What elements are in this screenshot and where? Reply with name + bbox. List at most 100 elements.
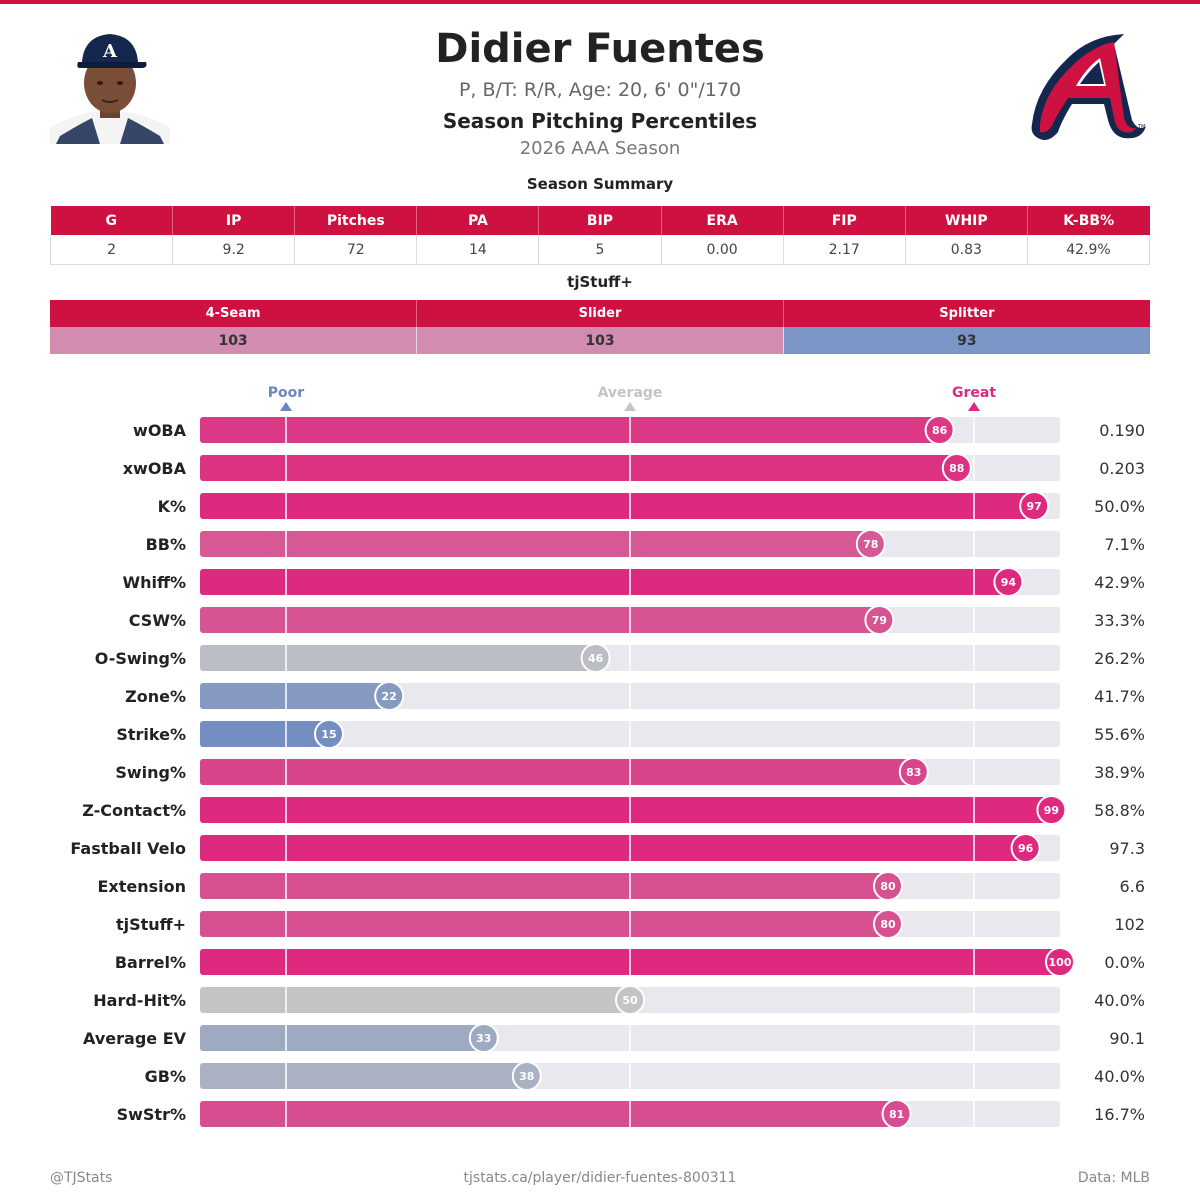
percentile-marker <box>855 529 886 559</box>
legend-average-marker <box>624 402 636 411</box>
stat-value: 40.0% <box>1094 1067 1145 1086</box>
legend-poor-label: Poor <box>268 385 304 401</box>
summary-value-cell: 0.00 <box>661 235 784 265</box>
percentile-value: 46 <box>588 652 604 665</box>
tjstuff-value-row: 103 103 93 <box>50 327 1150 354</box>
tjstuff-table: 4-Seam Slider Splitter 103 103 93 <box>50 300 1150 354</box>
tjstuff-pitch-value: 103 <box>50 327 418 354</box>
percentile-value: 50 <box>622 994 638 1007</box>
tjstuff-pitch-value: 103 <box>416 327 784 354</box>
percentile-bar <box>200 1063 527 1089</box>
summary-header-cell: IP <box>172 206 296 235</box>
percentile-marker <box>580 643 611 673</box>
legend-great-label: Great <box>952 385 996 401</box>
metric-label: K% <box>158 497 186 516</box>
percentile-marker <box>873 909 903 939</box>
stat-value: 50.0% <box>1094 497 1145 516</box>
summary-value-cell: 5 <box>538 235 662 265</box>
stat-value: 0.190 <box>1099 421 1145 440</box>
metric-label: Strike% <box>116 725 186 744</box>
metric-label: GB% <box>145 1067 186 1086</box>
summary-value-cell: 2.17 <box>783 235 906 265</box>
percentile-value: 38 <box>519 1070 534 1083</box>
summary-header-cell: ERA <box>661 206 784 235</box>
stat-value: 0.0% <box>1104 953 1145 972</box>
percentile-bar <box>200 569 1009 595</box>
metric-label: wOBA <box>133 421 187 440</box>
percentile-value: 100 <box>1049 956 1072 969</box>
percentile-value: 94 <box>1001 576 1017 589</box>
percentile-bar <box>200 645 596 671</box>
stat-value: 6.6 <box>1120 877 1145 896</box>
metric-label: Z-Contact% <box>82 801 186 820</box>
summary-header-cell: BIP <box>538 206 662 235</box>
svg-text:A: A <box>102 41 118 62</box>
report-subtitle: Season Pitching Percentiles <box>442 109 758 133</box>
player-name: Didier Fuentes <box>435 26 765 72</box>
percentile-bar <box>200 835 1026 861</box>
percentile-bar <box>200 417 940 443</box>
summary-value-cell: 72 <box>294 235 418 265</box>
metric-label: Hard-Hit% <box>93 991 186 1010</box>
footer-handle: @TJStats <box>50 1170 113 1186</box>
team-logo-image: TM <box>1031 34 1146 140</box>
metric-label: CSW% <box>129 611 186 630</box>
percentile-marker <box>1045 947 1075 977</box>
percentile-marker <box>468 1023 499 1053</box>
percentile-value: 81 <box>889 1108 904 1121</box>
percentile-value: 88 <box>949 462 964 475</box>
percentile-bar <box>200 683 390 709</box>
percentile-marker <box>873 871 903 901</box>
summary-header-cell: FIP <box>783 206 906 235</box>
legend-poor-marker <box>280 402 292 411</box>
summary-header-row: G IP Pitches PA BIP ERA FIP WHIP K-BB% <box>50 206 1150 235</box>
stat-value: 55.6% <box>1094 725 1145 744</box>
percentile-value: 96 <box>1018 842 1034 855</box>
percentile-marker <box>511 1061 542 1091</box>
stat-value: 33.3% <box>1094 611 1145 630</box>
percentile-bar <box>200 721 329 747</box>
percentile-value: 33 <box>476 1032 491 1045</box>
footer-source: Data: MLB <box>1077 1170 1150 1186</box>
svg-text:TM: TM <box>1137 124 1145 130</box>
percentile-bar <box>200 455 957 481</box>
percentile-value: 80 <box>880 880 896 893</box>
summary-header-cell: K-BB% <box>1027 206 1150 235</box>
metric-label: BB% <box>146 535 186 554</box>
percentile-bar <box>200 987 630 1013</box>
metric-label: Zone% <box>125 687 186 706</box>
percentile-value: 86 <box>932 424 948 437</box>
percentile-marker <box>864 605 895 635</box>
stat-value: 102 <box>1114 915 1145 934</box>
percentile-marker <box>314 719 344 749</box>
percentile-bar <box>200 797 1052 823</box>
percentile-marker <box>374 681 405 711</box>
tjstuff-pitch-name: Slider <box>416 300 784 327</box>
percentile-value: 15 <box>321 728 336 741</box>
metric-label: Average EV <box>83 1029 187 1048</box>
metric-label: Whiff% <box>122 573 186 592</box>
stat-value: 97.3 <box>1109 839 1145 858</box>
tjstuff-pitch-name: Splitter <box>783 300 1150 327</box>
stat-value: 42.9% <box>1094 573 1145 592</box>
percentile-bar <box>200 911 888 937</box>
percentile-bar <box>200 1025 484 1051</box>
percentile-bar <box>200 873 888 899</box>
percentile-marker <box>615 985 645 1015</box>
tjstuff-pitch-value: 93 <box>783 327 1150 354</box>
percentile-bar <box>200 759 914 785</box>
summary-value-cell: 2 <box>49 235 174 265</box>
player-headshot-image: A <box>50 28 170 144</box>
tjstuff-header-row: 4-Seam Slider Splitter <box>50 300 1150 327</box>
percentile-value: 78 <box>863 538 878 551</box>
metric-label: Fastball Velo <box>70 839 186 858</box>
percentile-marker <box>1010 833 1041 863</box>
player-bio: P, B/T: R/R, Age: 20, 6' 0"/170 <box>458 79 742 101</box>
stat-value: 41.7% <box>1094 687 1145 706</box>
percentile-value: 97 <box>1027 500 1042 513</box>
legend-great-marker <box>968 402 980 411</box>
percentile-marker <box>1019 491 1050 521</box>
percentile-chart: Poor Average Great wOBA 0.190 xwOBA 0.203 K% 50.… <box>70 385 1145 1129</box>
summary-value-cell: 9.2 <box>172 235 296 265</box>
metric-label: Extension <box>97 877 186 896</box>
